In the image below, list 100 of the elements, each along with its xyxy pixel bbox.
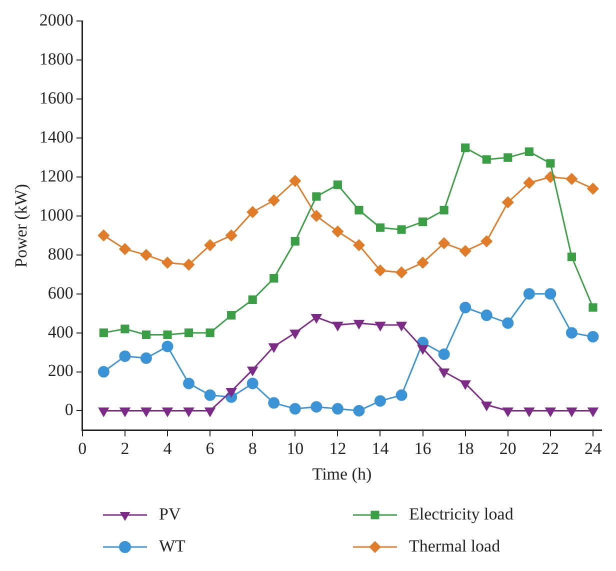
point — [460, 245, 472, 257]
y-tick-label: 200 — [48, 361, 74, 380]
legend-label: Electricity load — [409, 504, 514, 524]
x-tick-label: 2 — [120, 438, 130, 458]
y-tick-label: 0 — [64, 400, 74, 420]
point — [162, 407, 173, 416]
point — [162, 256, 174, 268]
point — [246, 378, 258, 390]
point — [418, 345, 428, 354]
y-axis-title: Power (kW) — [12, 184, 31, 268]
point — [332, 403, 344, 415]
point — [333, 180, 342, 190]
x-tick-label: 16 — [414, 438, 432, 458]
point — [523, 288, 535, 300]
y-tick-label: 1000 — [39, 205, 74, 224]
x-axis-title: Time (h) — [312, 464, 372, 484]
point — [184, 328, 194, 338]
point — [418, 218, 428, 226]
legend-label: Thermal load — [409, 536, 501, 556]
point — [566, 327, 578, 339]
point — [460, 302, 472, 314]
x-tick-label: 22 — [542, 438, 559, 458]
legend-label: PV — [159, 504, 182, 524]
point — [588, 407, 598, 416]
point — [524, 407, 534, 416]
point — [312, 192, 321, 201]
point — [502, 317, 514, 329]
point — [502, 407, 513, 416]
point — [204, 407, 216, 416]
point — [140, 249, 152, 261]
point — [141, 407, 152, 416]
point — [204, 389, 216, 401]
point — [587, 330, 599, 342]
point — [396, 322, 407, 331]
y-tick-label: 600 — [48, 283, 74, 302]
point — [545, 407, 556, 416]
x-tick-label: 4 — [163, 438, 172, 458]
point — [227, 311, 236, 320]
point — [268, 194, 280, 206]
point — [290, 330, 300, 339]
point — [98, 366, 110, 378]
point — [99, 328, 108, 338]
point — [311, 314, 322, 323]
point — [142, 330, 151, 340]
point — [183, 378, 195, 390]
point — [162, 340, 174, 352]
y-tick-label: 400 — [48, 322, 74, 342]
point — [98, 230, 110, 242]
point — [289, 175, 301, 187]
point — [332, 322, 343, 331]
point — [120, 324, 130, 334]
y-tick-label: 2000 — [39, 10, 74, 30]
point — [587, 182, 599, 194]
point — [523, 177, 535, 189]
point — [206, 328, 214, 338]
point — [376, 223, 385, 232]
point — [289, 403, 301, 415]
point — [374, 264, 386, 276]
point — [460, 380, 470, 390]
y-tick-label: 1200 — [39, 166, 74, 186]
point — [438, 348, 450, 360]
point — [566, 173, 578, 185]
point — [482, 155, 491, 164]
point — [268, 397, 280, 409]
x-tick-label: 24 — [584, 438, 602, 458]
point — [332, 226, 344, 238]
point — [438, 237, 450, 249]
point — [98, 407, 109, 416]
point — [504, 153, 512, 162]
x-tick-label: 8 — [248, 438, 257, 458]
y-tick-label: 1400 — [39, 128, 74, 147]
x-tick-label: 12 — [329, 438, 346, 458]
point — [396, 266, 408, 278]
point — [524, 147, 534, 156]
point — [119, 350, 131, 362]
point — [397, 225, 406, 234]
point — [567, 252, 576, 262]
point — [119, 243, 131, 255]
x-tick-label: 18 — [456, 438, 474, 458]
point — [353, 239, 365, 251]
point — [480, 236, 492, 248]
point — [502, 196, 514, 208]
point — [440, 206, 448, 214]
point — [310, 401, 322, 413]
point — [290, 236, 300, 246]
point — [140, 352, 152, 364]
x-tick-label: 6 — [206, 438, 214, 458]
point — [226, 388, 236, 397]
legend-label: WT — [159, 536, 186, 556]
point — [353, 404, 365, 416]
point — [310, 210, 322, 222]
y-tick-label: 1800 — [39, 50, 74, 69]
point — [120, 407, 130, 416]
point — [183, 258, 195, 270]
point — [246, 206, 258, 218]
x-tick-label: 14 — [372, 438, 390, 458]
point — [438, 368, 450, 378]
point — [204, 239, 216, 251]
point — [417, 256, 429, 268]
point — [480, 310, 492, 322]
